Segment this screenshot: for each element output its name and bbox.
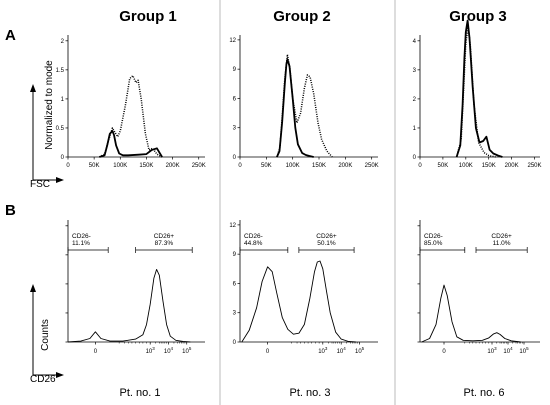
group-1-header: Group 1 <box>119 8 177 25</box>
x-tick-label: 150K <box>482 163 496 169</box>
y-tick-label: 12 <box>229 38 236 44</box>
x-tick-label: 250K <box>192 163 206 169</box>
row-a-xlabel: FSC <box>30 179 50 190</box>
group-3-header: Group 3 <box>449 8 507 25</box>
y-tick-label: 0 <box>233 155 237 161</box>
series-solid-line <box>99 130 163 158</box>
series-solid-line <box>455 19 503 158</box>
x-tick-label: 105 <box>182 346 192 355</box>
x-tick-label: 104 <box>337 346 347 355</box>
y-tick-label: 1 <box>61 97 65 103</box>
patient-label-3: Pt. no. 3 <box>290 387 331 399</box>
patient-label-6: Pt. no. 6 <box>464 387 505 399</box>
x-tick-label: 50K <box>89 163 100 169</box>
x-tick-label: 105 <box>355 346 365 355</box>
x-tick-label: 100K <box>286 163 300 169</box>
x-tick-label: 104 <box>503 346 513 355</box>
gate-percent: 11.1% <box>72 240 90 247</box>
gate-label: CD26- <box>424 233 443 240</box>
x-arrow-head <box>56 177 64 183</box>
x-tick-label: 250K <box>527 163 541 169</box>
y-tick-label: 0 <box>233 340 237 346</box>
x-tick-label: 200K <box>505 163 519 169</box>
group-2-header: Group 2 <box>273 8 331 25</box>
x-tick-label: 150K <box>139 163 153 169</box>
y-tick-label: 0 <box>61 155 65 161</box>
y-tick-label: 1.5 <box>56 68 65 74</box>
y-tick-label: 0 <box>413 155 417 161</box>
row-b-ylabel: Counts <box>40 319 51 351</box>
gate-percent: 85.0% <box>424 240 443 247</box>
series-solid-line <box>421 284 521 343</box>
y-tick-label: 2 <box>61 39 65 45</box>
gate-label: CD26+ <box>154 233 175 240</box>
x-tick-label: 105 <box>519 346 529 355</box>
x-tick-label: 0 <box>94 349 98 355</box>
x-tick-label: 0 <box>442 349 446 355</box>
series-solid-line <box>241 260 356 343</box>
series-dotted-line <box>455 25 496 158</box>
x-tick-label: 104 <box>164 346 174 355</box>
y-tick-label: 3 <box>413 68 417 74</box>
series-dotted-line <box>99 74 163 158</box>
y-tick-label: 6 <box>233 281 237 287</box>
y-tick-label: 3 <box>233 311 237 317</box>
x-tick-label: 250K <box>365 163 379 169</box>
gate-label: CD26- <box>244 233 263 240</box>
y-arrow-head <box>30 84 36 92</box>
y-tick-label: 3 <box>233 126 237 132</box>
x-tick-label: 200K <box>166 163 180 169</box>
row-b-xlabel: CD26 <box>30 374 56 385</box>
x-tick-label: 103 <box>318 346 328 355</box>
x-tick-label: 103 <box>487 346 497 355</box>
x-tick-label: 200K <box>338 163 352 169</box>
gate-percent: 44.8% <box>244 240 263 247</box>
series-solid-line <box>276 58 314 158</box>
x-tick-label: 0 <box>418 163 422 169</box>
row-label-b: B <box>5 202 16 219</box>
x-tick-label: 103 <box>146 346 156 355</box>
x-tick-label: 100K <box>459 163 473 169</box>
x-tick-label: 100K <box>113 163 127 169</box>
y-tick-label: 9 <box>233 252 237 258</box>
x-arrow-head <box>56 372 64 378</box>
y-tick-label: 4 <box>413 39 417 45</box>
x-tick-label: 0 <box>66 163 70 169</box>
series-dotted-line <box>276 53 333 158</box>
row-a-ylabel: Normalized to mode <box>44 60 55 150</box>
row-label-a: A <box>5 27 16 44</box>
y-tick-label: 12 <box>229 223 236 229</box>
y-tick-label: 2 <box>413 97 417 103</box>
y-tick-label: 9 <box>233 67 237 73</box>
gate-percent: 87.3% <box>155 240 174 247</box>
patient-label-1: Pt. no. 1 <box>120 387 161 399</box>
gate-label: CD26+ <box>491 233 512 240</box>
x-tick-label: 50K <box>261 163 272 169</box>
x-tick-label: 0 <box>238 163 242 169</box>
gate-label: CD26- <box>72 233 91 240</box>
y-tick-label: 1 <box>413 126 417 132</box>
x-tick-label: 150K <box>312 163 326 169</box>
y-tick-label: 0.5 <box>56 126 65 132</box>
x-tick-label: 50K <box>438 163 449 169</box>
y-arrow-head <box>30 284 36 292</box>
y-tick-label: 6 <box>233 96 237 102</box>
gate-percent: 11.0% <box>493 240 511 247</box>
gate-percent: 50.1% <box>317 240 336 247</box>
x-tick-label: 0 <box>266 349 270 355</box>
series-solid-line <box>67 268 191 343</box>
gate-label: CD26+ <box>316 233 337 240</box>
